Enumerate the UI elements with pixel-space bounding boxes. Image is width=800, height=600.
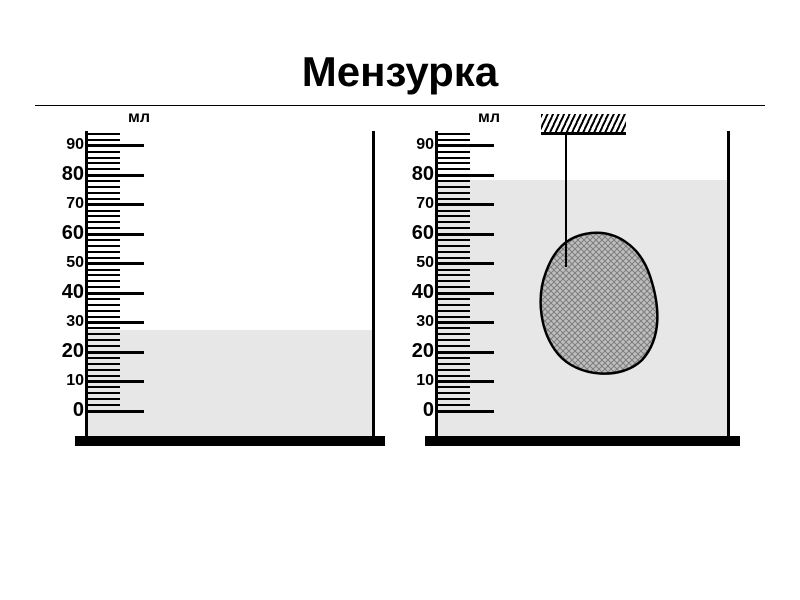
unit-label: мл: [478, 109, 500, 127]
cylinder-base: [425, 436, 740, 446]
tick-label: 20: [54, 340, 84, 363]
cylinder-right: мл0102030405060708090: [435, 131, 730, 446]
tick-label: 60: [404, 222, 434, 245]
diagram-area: мл0102030405060708090мл01020304050607080…: [35, 105, 765, 446]
wall-right: [727, 131, 730, 436]
page-title: Мензурка: [0, 48, 800, 96]
tick-label: 90: [54, 136, 84, 154]
tick-label: 70: [54, 195, 84, 213]
tick-label: 30: [404, 313, 434, 331]
wall-right: [372, 131, 375, 436]
tick-label: 90: [404, 136, 434, 154]
suspension-thread: [565, 132, 567, 267]
tick-label: 70: [404, 195, 434, 213]
unit-label: мл: [128, 109, 150, 127]
tick-label: 0: [54, 399, 84, 422]
tick-label: 10: [54, 372, 84, 390]
tick-label: 0: [404, 399, 434, 422]
ceiling-support: [541, 114, 626, 135]
cylinder-left: мл0102030405060708090: [85, 131, 375, 446]
tick-label: 40: [54, 281, 84, 304]
displacement-object: [530, 228, 670, 378]
tick-label: 60: [54, 222, 84, 245]
tick-label: 40: [404, 281, 434, 304]
tick-label: 20: [404, 340, 434, 363]
tick-label: 50: [54, 254, 84, 272]
cylinder-base: [75, 436, 385, 446]
tick-label: 30: [54, 313, 84, 331]
tick-label: 10: [404, 372, 434, 390]
tick-label: 80: [404, 163, 434, 186]
tick-label: 50: [404, 254, 434, 272]
tick-label: 80: [54, 163, 84, 186]
scale: мл0102030405060708090: [88, 131, 198, 436]
